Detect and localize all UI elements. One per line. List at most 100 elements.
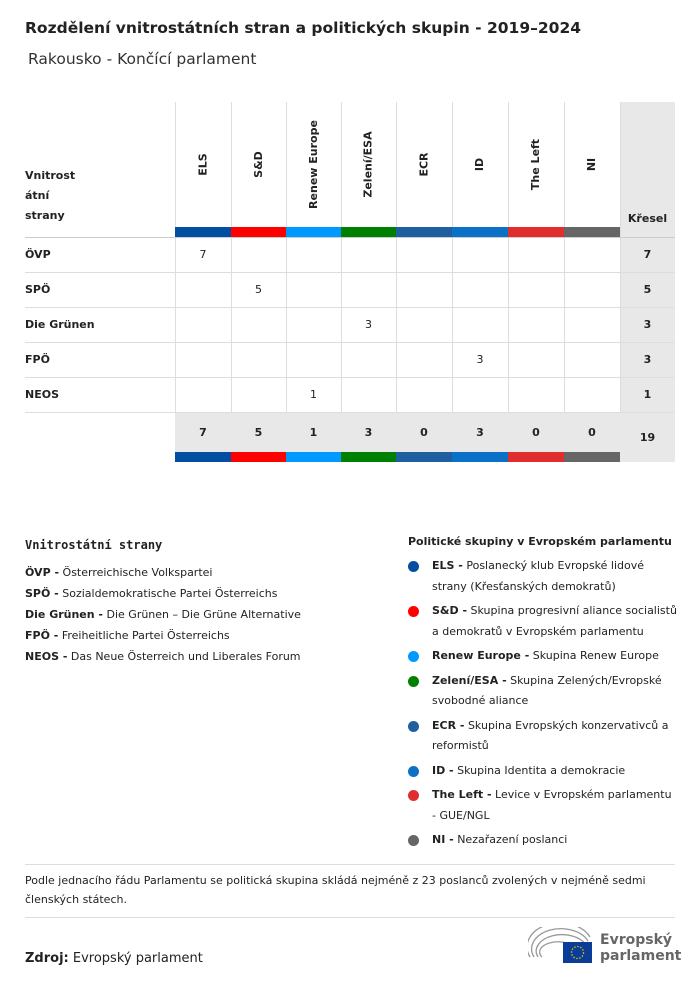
group-color-bar	[508, 452, 564, 462]
group-total: 5	[254, 425, 263, 439]
group-legend-item: Zelení/ESA - Skupina Zelených/Evropské s…	[408, 671, 678, 712]
hemicycle-icon	[526, 922, 592, 963]
column-divider	[231, 102, 232, 412]
party-total: 5	[643, 283, 652, 296]
party-name: Die Grünen	[25, 318, 95, 331]
source: Zdroj: Evropský parlament	[25, 951, 203, 966]
group-abbr: S&D -	[432, 604, 468, 617]
group-color-bar	[396, 452, 452, 462]
party-total: 3	[643, 318, 652, 331]
group-color-bar	[396, 227, 452, 237]
group-color-bar	[231, 452, 286, 462]
column-divider	[341, 102, 342, 412]
footnote: Podle jednacího řádu Parlamentu se polit…	[25, 874, 646, 906]
group-color-bar	[341, 227, 396, 237]
party-name: NEOS	[25, 388, 59, 401]
group-header: Zelení/ESA	[341, 102, 396, 227]
group-abbr: Renew Europe -	[432, 649, 530, 662]
logo-text: Evropský parlament	[600, 932, 682, 964]
totals-row-bg	[175, 412, 620, 452]
party-full-name: Österreichische Volkspartei	[62, 566, 213, 579]
group-color-bar	[341, 452, 396, 462]
row-divider	[25, 307, 675, 308]
party-abbr: NEOS -	[25, 650, 68, 663]
group-color-bar	[564, 227, 620, 237]
seat-count: 3	[476, 353, 484, 366]
group-color-bar	[286, 227, 341, 237]
group-color-bar	[286, 452, 341, 462]
group-header-label: S&D	[252, 151, 265, 178]
group-legend-item: ECR - Skupina Evropských konzervativců a…	[408, 716, 678, 757]
group-full-name: Skupina Evropských konzervativců a refor…	[432, 718, 669, 753]
group-abbr: ECR -	[432, 718, 465, 732]
group-total: 3	[364, 425, 373, 439]
group-full-name: Skupina Identita a demokracie	[457, 763, 626, 777]
group-color-bar	[452, 227, 508, 237]
group-legend-item: Renew Europe - Skupina Renew Europe	[408, 646, 678, 667]
party-name: ÖVP	[25, 248, 51, 261]
row-divider	[25, 377, 675, 378]
group-header: The Left	[508, 102, 564, 227]
group-header: S&D	[231, 102, 286, 227]
group-full-name: Skupina Renew Europe	[532, 649, 659, 662]
page-subtitle: Rakousko - Končící parlament	[28, 50, 257, 68]
group-color-dot-icon	[408, 765, 419, 777]
group-legend-item: The Left - Levice v Evropském parlamentu…	[408, 785, 678, 826]
party-name: FPÖ	[25, 353, 50, 366]
group-total: 7	[199, 425, 207, 439]
group-total: 3	[476, 425, 484, 439]
party-full-name: Sozialdemokratische Partei Österreichs	[62, 587, 278, 600]
seat-count: 3	[365, 318, 372, 331]
group-color-bar	[231, 227, 286, 237]
group-header-label: Zelení/ESA	[362, 131, 375, 198]
group-legend-item: S&D - Skupina progresivní aliance social…	[408, 601, 678, 642]
party-abbr: FPÖ -	[25, 629, 59, 642]
group-full-name: Nezařazení poslanci	[457, 833, 568, 846]
group-total: 0	[532, 425, 540, 439]
column-divider	[452, 102, 453, 412]
group-color-dot-icon	[408, 720, 419, 732]
legend-title: Vnitrostátní strany	[25, 538, 163, 552]
group-legend-item: ELS - Poslanecký klub Evropské lidové st…	[408, 556, 678, 597]
group-total: 0	[420, 425, 428, 439]
national-legend-item: SPÖ - Sozialdemokratische Partei Österre…	[25, 583, 385, 604]
group-full-name: Poslanecký klub Evropské lidové strany (…	[432, 559, 645, 593]
group-color-bar	[452, 452, 508, 462]
party-abbr: Die Grünen -	[25, 608, 103, 621]
group-header: NI	[564, 102, 620, 227]
party-abbr: ÖVP -	[25, 566, 60, 579]
legend-title: Politické skupiny v Evropském parlamentu	[408, 535, 672, 548]
group-header: ELS	[175, 102, 231, 227]
national-parties-legend: Vnitrostátní strany ÖVP - Österreichisch…	[25, 535, 385, 667]
group-color-bar	[508, 227, 564, 237]
party-abbr: SPÖ -	[25, 587, 59, 600]
grand-total: 19	[639, 431, 656, 444]
seat-count: 5	[255, 283, 262, 296]
group-color-dot-icon	[408, 675, 419, 687]
group-header-label: NI	[585, 157, 599, 172]
group-header-label: Renew Europe	[307, 120, 321, 209]
seats-header: Křesel	[627, 212, 668, 225]
page-title: Rozdělení vnitrostátních stran a politic…	[25, 19, 582, 37]
group-header: ECR	[396, 102, 452, 227]
national-legend-item: ÖVP - Österreichische Volkspartei	[25, 562, 385, 583]
group-full-name: Levice v Evropském parlamentu - GUE/NGL	[432, 788, 672, 822]
group-color-dot-icon	[408, 606, 419, 617]
groups-legend: Politické skupiny v Evropském parlamentu…	[408, 535, 678, 855]
group-total: 0	[588, 425, 596, 439]
group-header: ID	[452, 102, 508, 227]
group-color-dot-icon	[408, 790, 419, 801]
party-full-name: Das Neue Österreich und Liberales Forum	[70, 650, 301, 663]
group-header-label: ELS	[196, 153, 210, 176]
group-abbr: NI -	[432, 833, 454, 846]
group-full-name: Skupina progresivní aliance socialistů a…	[432, 604, 677, 638]
group-header-label: ID	[473, 157, 487, 172]
group-legend-item: NI - Nezařazení poslanci	[408, 830, 678, 851]
group-color-dot-icon	[408, 561, 419, 572]
party-name: SPÖ	[25, 283, 51, 296]
column-divider	[286, 102, 287, 412]
row-divider	[25, 237, 675, 238]
seat-count: 1	[310, 388, 317, 401]
group-color-bar	[175, 452, 231, 462]
